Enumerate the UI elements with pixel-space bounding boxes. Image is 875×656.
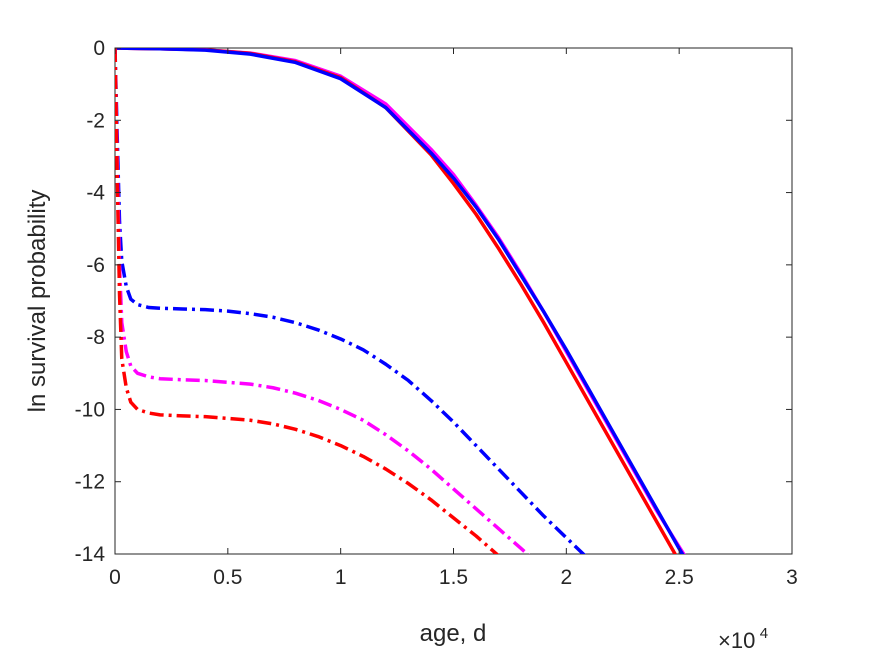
series-layer (115, 48, 686, 554)
x-axis-label: age, d (420, 620, 487, 647)
x-tick-label: 2.5 (665, 566, 694, 589)
x-exponent-label: ×10 4 (718, 625, 768, 653)
x-tick-label: 1.5 (439, 566, 468, 589)
x-tick-label: 2 (560, 566, 572, 589)
x-tick-label: 0 (109, 566, 121, 589)
x-exponent-base: ×10 (718, 628, 755, 653)
dashdot-line-series-4 (115, 48, 531, 554)
y-tick-label: -4 (86, 182, 105, 205)
y-tick-label: -2 (86, 109, 105, 132)
tick-layer: 0 0.5 1 1.5 2 2.5 3 0 -2 -4 -6 -8 -10 -12 -14 (75, 37, 798, 589)
dashdot-line-series-5 (115, 48, 500, 554)
x-exponent-power: 4 (760, 625, 768, 642)
y-tick-label: -6 (86, 254, 105, 277)
solid-line-series-2 (115, 48, 685, 554)
y-tick-label: 0 (93, 37, 105, 60)
dashdot-line-series-3 (115, 48, 586, 554)
x-tick-label: 1 (335, 566, 347, 589)
x-tick-label: 0.5 (213, 566, 242, 589)
y-tick-label: -8 (86, 326, 105, 349)
y-axis-label: ln survival probability (24, 190, 51, 413)
y-tick-label: -10 (75, 398, 105, 421)
plot-area (114, 47, 793, 555)
y-tick-label: -12 (75, 471, 105, 494)
y-tick-label: -14 (75, 543, 106, 566)
x-tick-label: 3 (786, 566, 798, 589)
